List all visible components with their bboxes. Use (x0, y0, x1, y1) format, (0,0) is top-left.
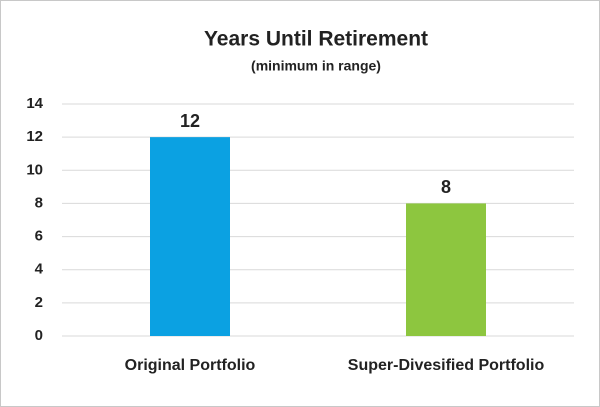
bar (150, 137, 230, 336)
x-tick-label: Original Portfolio (125, 357, 256, 374)
chart-title: Years Until Retirement (204, 28, 428, 51)
bar (406, 203, 486, 336)
y-tick-label: 12 (26, 128, 43, 145)
value-label: 12 (180, 111, 200, 131)
y-tick-label: 6 (35, 228, 43, 245)
y-tick-label: 0 (35, 327, 43, 344)
y-tick-label: 2 (35, 294, 43, 311)
chart-subtitle: (minimum in range) (251, 58, 381, 74)
y-tick-label: 10 (26, 161, 43, 178)
y-tick-label: 4 (35, 261, 44, 278)
y-tick-label: 14 (26, 95, 43, 112)
x-tick-label: Super-Divesified Portfolio (348, 357, 545, 374)
y-tick-label: 8 (35, 194, 43, 211)
value-label: 8 (441, 177, 451, 197)
